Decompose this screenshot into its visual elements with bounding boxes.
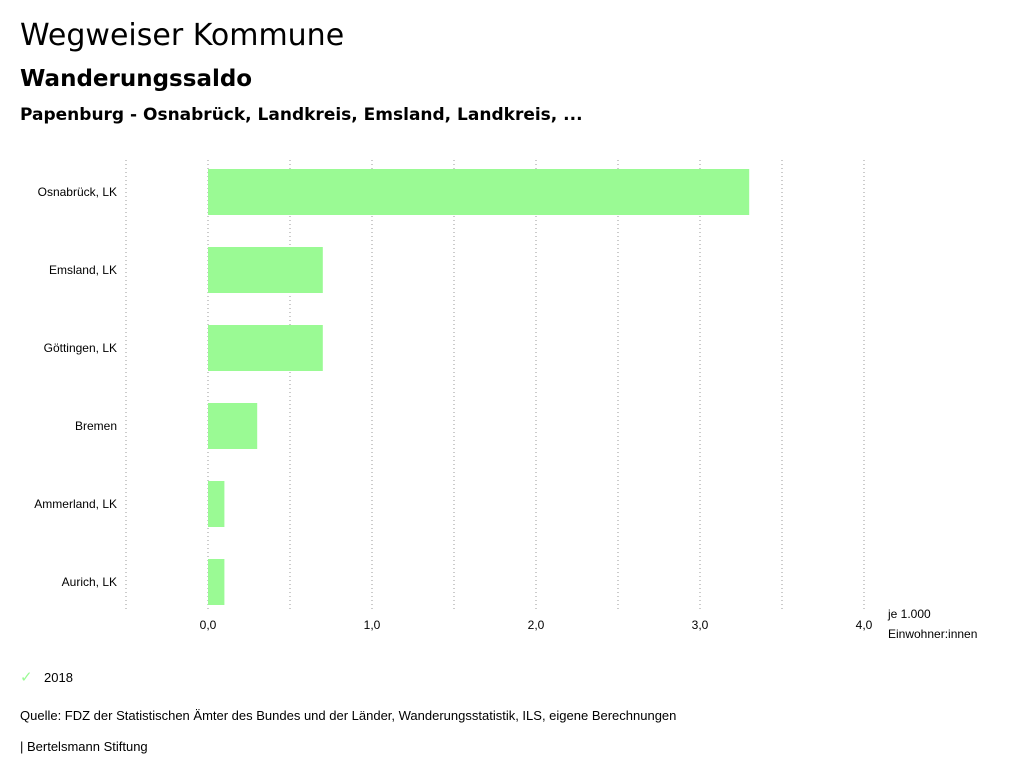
chart-region-list: Papenburg - Osnabrück, Landkreis, Emslan… <box>20 105 583 125</box>
category-label: Göttingen, LK <box>44 341 117 355</box>
tick-label: 4,0 <box>856 618 873 632</box>
category-label: Osnabrück, LK <box>38 185 117 199</box>
bar[interactable] <box>208 559 225 605</box>
chart-subtitle: Wanderungssaldo <box>20 66 253 92</box>
category-label: Emsland, LK <box>49 263 117 277</box>
bars <box>208 169 750 605</box>
bar[interactable] <box>208 247 323 293</box>
bar[interactable] <box>208 169 750 215</box>
credit-note: | Bertelsmann Stiftung <box>20 739 148 754</box>
axis-unit-line-1: je 1.000 <box>887 607 931 621</box>
tick-label: 3,0 <box>692 618 709 632</box>
chart-title: Wegweiser Kommune <box>20 18 345 53</box>
bar-chart: Osnabrück, LK Emsland, LK Göttingen, LK Bre… <box>34 160 977 641</box>
axis-unit-line-2: Einwohner:innen <box>888 627 977 641</box>
category-label: Ammerland, LK <box>34 497 117 511</box>
axis-unit-label: je 1.000 Einwohner:innen <box>887 607 977 641</box>
tick-label: 1,0 <box>364 618 381 632</box>
tick-label: 0,0 <box>200 618 217 632</box>
grid-lines <box>125 160 865 610</box>
bar[interactable] <box>208 325 323 371</box>
tick-labels: 0,0 1,0 2,0 3,0 4,0 <box>200 618 873 632</box>
bar[interactable] <box>208 403 258 449</box>
legend[interactable]: ✓ 2018 <box>20 668 73 686</box>
bar[interactable] <box>208 481 225 527</box>
category-labels: Osnabrück, LK Emsland, LK Göttingen, LK Bre… <box>34 185 117 589</box>
category-label: Aurich, LK <box>62 575 117 589</box>
tick-label: 2,0 <box>528 618 545 632</box>
legend-label: 2018 <box>44 669 73 685</box>
source-note: Quelle: FDZ der Statistischen Ämter des … <box>20 708 677 723</box>
category-label: Bremen <box>75 419 117 433</box>
check-icon[interactable]: ✓ <box>20 669 33 686</box>
